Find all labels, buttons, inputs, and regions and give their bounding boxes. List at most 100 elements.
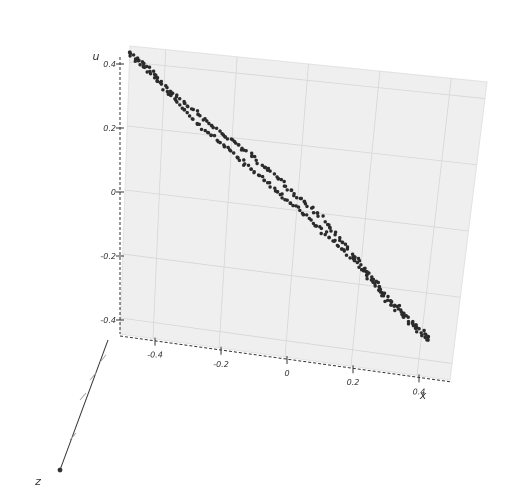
z-tick-3	[69, 432, 77, 441]
data-point-s1-99	[344, 253, 349, 257]
data-point-s0-58	[260, 163, 264, 167]
data-point-s1-78	[301, 212, 306, 217]
data-point-s0-135	[422, 328, 426, 333]
data-point-s0-72	[289, 188, 294, 193]
z-tick-0	[99, 354, 107, 363]
data-point-s1-43	[226, 145, 230, 150]
grid-line-y-0	[120, 317, 453, 364]
data-point-s1-8	[145, 70, 149, 74]
data-point-s1-100	[348, 256, 352, 260]
data-point-s1-123	[396, 307, 401, 311]
data-point-s0-134	[417, 327, 421, 331]
data-point-s1-59	[260, 174, 265, 179]
data-point-s1-18	[168, 93, 173, 98]
data-point-s0-138	[426, 334, 431, 339]
data-point-s1-132	[413, 326, 418, 331]
data-point-s1-24	[182, 107, 187, 112]
data-point-s1-76	[298, 208, 302, 213]
data-point-s1-104	[357, 265, 361, 269]
data-point-s1-42	[222, 144, 227, 149]
data-point-s0-107	[363, 266, 367, 270]
data-point-s1-21	[175, 100, 179, 104]
z-tick-1	[89, 372, 97, 381]
data-point-s0-129	[406, 315, 410, 319]
data-point-s0-85	[316, 214, 320, 218]
data-point-s1-136	[423, 335, 427, 340]
data-point-s1-13	[155, 79, 160, 84]
data-point-s1-37	[212, 133, 217, 138]
data-point-s1-11	[152, 76, 157, 80]
data-point-s0-75	[295, 196, 299, 200]
data-point-s0-123	[397, 303, 402, 308]
grid-line-y-4	[129, 61, 485, 99]
data-point-s0-83	[311, 211, 316, 215]
data-point-s0-39	[218, 129, 222, 133]
data-point-s0-43	[225, 137, 230, 141]
data-point-s0-118	[386, 294, 390, 299]
x-tick-label-0: -0.4	[147, 351, 163, 360]
data-point-s0-86	[321, 214, 325, 218]
data-point-s0-56	[254, 158, 258, 162]
data-point-s0-63	[268, 169, 272, 173]
data-point-s0-53	[250, 151, 254, 155]
data-point-s1-134	[419, 331, 423, 335]
data-point-s1-88	[324, 230, 329, 234]
data-point-s0-84	[315, 211, 320, 215]
grid-line-y-2	[124, 189, 469, 232]
data-point-s0-55	[253, 154, 257, 159]
z-axis-line	[59, 339, 109, 471]
data-point-s1-68	[280, 192, 284, 196]
data-point-s0-114	[377, 284, 382, 289]
data-point-s0-67	[279, 177, 283, 182]
data-point-s1-90	[327, 235, 331, 240]
data-point-s1-71	[285, 198, 289, 202]
data-point-s1-120	[389, 303, 393, 307]
data-point-s0-93	[333, 233, 337, 237]
data-point-s1-15	[161, 88, 165, 92]
data-point-s1-135	[420, 333, 424, 338]
grid-line-y-3	[127, 125, 477, 166]
x-tick-label-3: 0.2	[347, 378, 360, 387]
data-point-s1-121	[392, 304, 396, 308]
data-point-s0-60	[263, 165, 268, 170]
data-point-s0-110	[370, 275, 374, 279]
data-point-s0-26	[185, 104, 189, 108]
z-axis-title: z	[34, 475, 41, 488]
data-point-s0-117	[382, 291, 387, 295]
data-point-s1-49	[237, 158, 242, 163]
data-point-s1-93	[332, 239, 336, 243]
data-point-s1-26	[187, 114, 192, 118]
data-point-s1-81	[309, 218, 313, 222]
data-point-s1-86	[319, 226, 324, 231]
data-point-s1-109	[365, 277, 369, 281]
data-point-s1-108	[364, 273, 369, 278]
data-point-s1-56	[252, 170, 256, 174]
x-tick-label-1: -0.2	[213, 360, 229, 369]
data-point-s1-5	[138, 62, 142, 67]
data-point-s0-94	[338, 236, 342, 240]
data-point-s0-82	[311, 205, 315, 209]
data-point-s1-31	[197, 122, 201, 127]
y-tick-label-1: -0.2	[100, 252, 116, 261]
data-point-s1-118	[383, 299, 387, 304]
data-point-s1-48	[235, 155, 240, 160]
data-point-s0-48	[236, 143, 241, 147]
data-point-s0-6	[141, 61, 146, 66]
data-point-s1-50	[242, 158, 246, 162]
data-point-s0-64	[272, 172, 277, 176]
data-point-s0-74	[292, 193, 296, 198]
data-point-s0-52	[244, 149, 248, 153]
data-point-s1-127	[401, 315, 406, 319]
data-point-s0-37	[211, 125, 215, 130]
data-point-s1-1	[128, 52, 132, 56]
data-point-s0-89	[327, 223, 331, 227]
data-point-s1-36	[209, 133, 214, 138]
data-point-s1-98	[342, 249, 346, 253]
data-point-s0-8	[147, 65, 152, 69]
x-tick-label-2: 0	[284, 369, 289, 378]
data-point-s0-80	[305, 204, 309, 209]
data-point-s1-115	[378, 290, 383, 294]
data-point-s1-103	[355, 260, 359, 265]
data-point-s0-68	[282, 179, 286, 184]
